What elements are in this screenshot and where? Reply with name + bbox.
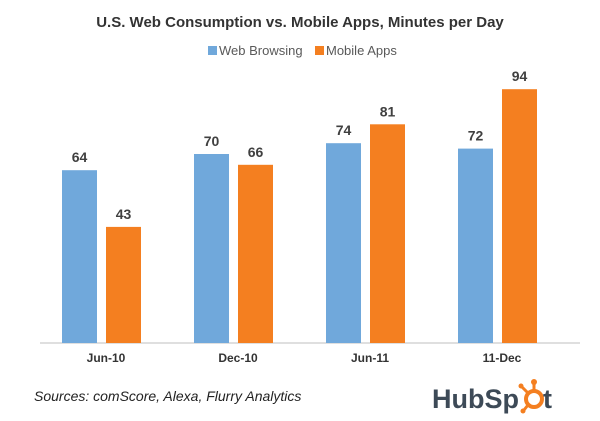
bar-web-4 [458, 148, 493, 343]
legend-label-1: Web Browsing [219, 43, 303, 58]
category-labels-group: Jun-10 Dec-10 Jun-11 11-Dec [87, 351, 522, 365]
value-label-web-3: 74 [336, 122, 352, 138]
bar-web-2 [194, 154, 229, 343]
source-note: Sources: comScore, Alexa, Flurry Analyti… [34, 388, 302, 404]
sprocket-icon [518, 379, 544, 414]
legend-label-2: Mobile Apps [326, 43, 397, 58]
value-label-mobile-2: 66 [248, 144, 264, 160]
bar-web-3 [326, 143, 361, 343]
category-label-1: Jun-10 [87, 351, 126, 365]
value-label-web-2: 70 [204, 133, 220, 149]
chart-title: U.S. Web Consumption vs. Mobile Apps, Mi… [96, 14, 504, 31]
value-label-mobile-3: 81 [380, 103, 396, 119]
legend: Web Browsing Mobile Apps [208, 43, 397, 58]
bars-group [62, 89, 537, 343]
legend-swatch-1 [208, 46, 217, 55]
bar-mobile-2 [238, 164, 273, 343]
bar-mobile-1 [106, 226, 141, 343]
category-label-4: 11-Dec [483, 351, 522, 365]
value-label-mobile-1: 43 [116, 206, 132, 222]
bar-mobile-4 [502, 89, 537, 343]
value-label-mobile-4: 94 [512, 68, 528, 84]
category-label-3: Jun-11 [351, 351, 389, 365]
bar-mobile-3 [370, 124, 405, 343]
value-label-web-1: 64 [72, 149, 88, 165]
hubspot-logo-wordmark-end: t [543, 384, 552, 414]
value-label-web-4: 72 [468, 128, 484, 144]
hubspot-logo-wordmark: HubSp [432, 384, 519, 414]
category-label-2: Dec-10 [218, 351, 258, 365]
legend-swatch-2 [315, 46, 324, 55]
bar-web-1 [62, 170, 97, 343]
hubspot-logo: HubSp t [432, 379, 552, 414]
value-labels-group: 64 43 70 66 74 81 72 94 [72, 68, 528, 222]
